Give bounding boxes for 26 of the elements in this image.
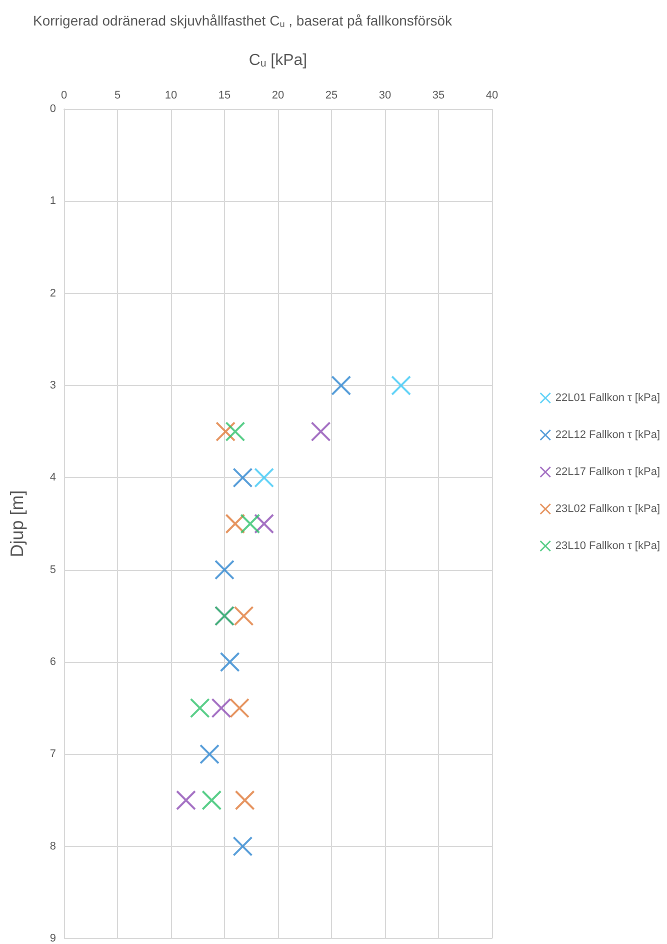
- y-tick-label: 2: [50, 287, 56, 300]
- x-tick-label: 10: [164, 90, 178, 102]
- y-tick-label: 4: [50, 472, 56, 484]
- y-tick-label: 5: [50, 564, 56, 576]
- x-tick-label: 15: [218, 90, 231, 102]
- x-tick-label: 35: [432, 90, 445, 102]
- x-tick-label: 20: [272, 90, 284, 102]
- x-tick-label: 5: [114, 90, 121, 102]
- legend-label: 22L01 Fallkon τ [kPa]: [555, 392, 660, 404]
- legend-label: 22L12 Fallkon τ [kPa]: [555, 429, 660, 441]
- y-tick-label: 3: [50, 380, 56, 392]
- x-tick-label: 30: [378, 90, 392, 102]
- x-tick-label: 25: [325, 90, 338, 102]
- y-tick-label: 8: [50, 840, 56, 852]
- x-tick-label: 40: [486, 90, 498, 102]
- legend-label: 22L17 Fallkon τ [kPa]: [555, 466, 660, 478]
- y-tick-label: 6: [50, 656, 56, 668]
- y-tick-label: 7: [50, 748, 56, 760]
- y-tick-label: 0: [50, 103, 56, 115]
- y-tick-label: 9: [50, 932, 56, 944]
- x-tick-label: 0: [60, 90, 68, 102]
- y-tick-label: 1: [50, 195, 56, 208]
- y-axis-title: Djup [m]: [7, 490, 27, 558]
- legend-label: 23L10 Fallkon τ [kPa]: [555, 540, 660, 552]
- chart-title: Korrigerad odränerad skjuvhållfasthet Cu , baserat på fallkonsförsök: [33, 12, 454, 29]
- legend-label: 23L02 Fallkon τ [kPa]: [555, 503, 660, 515]
